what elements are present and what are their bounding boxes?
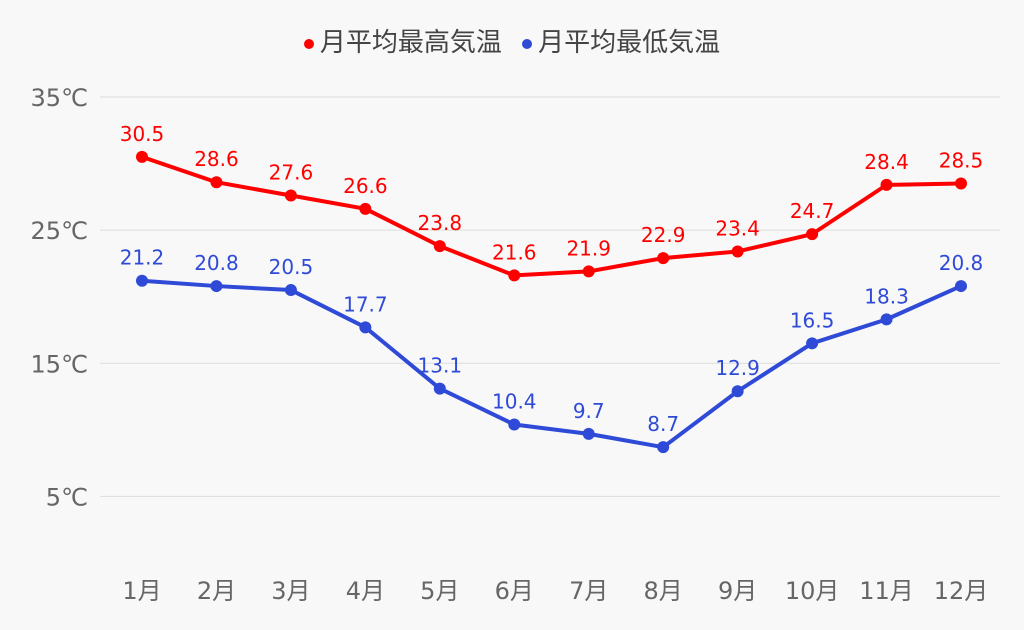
x-tick-label: 9月: [718, 577, 757, 605]
data-point: [359, 321, 372, 334]
y-tick-label: 25℃: [31, 217, 89, 245]
data-label: 20.8: [194, 251, 239, 275]
x-tick-label: 8月: [644, 577, 683, 605]
data-label: 21.9: [566, 236, 611, 260]
data-point: [284, 284, 297, 297]
legend-item-min[interactable]: 月平均最低気温: [522, 28, 720, 58]
data-label: 18.3: [864, 284, 909, 308]
data-point: [731, 245, 744, 258]
data-point: [582, 427, 595, 440]
data-point: [210, 280, 223, 293]
y-tick-label: 5℃: [46, 483, 88, 511]
data-point: [508, 418, 521, 431]
x-tick-label: 11月: [859, 577, 914, 605]
y-tick-label: 35℃: [31, 84, 89, 112]
data-label: 28.6: [194, 147, 239, 171]
legend-marker-max: [303, 38, 314, 49]
data-point: [731, 385, 744, 398]
data-label: 27.6: [269, 161, 314, 185]
x-tick-label: 2月: [197, 577, 236, 605]
y-tick-label: 15℃: [31, 350, 89, 378]
data-label: 24.7: [790, 199, 835, 223]
data-point: [880, 313, 893, 326]
data-point: [508, 269, 521, 282]
x-tick-label: 3月: [271, 577, 310, 605]
data-label: 9.7: [573, 399, 605, 423]
data-label: 26.6: [343, 174, 388, 198]
data-label: 21.2: [120, 246, 165, 270]
data-label: 12.9: [715, 356, 760, 380]
legend-marker-min: [522, 38, 533, 49]
data-point: [210, 176, 223, 189]
data-point: [136, 274, 148, 287]
data-label: 8.7: [647, 412, 679, 436]
legend: 月平均最高気温 月平均最低気温: [0, 22, 1024, 59]
x-tick-label: 1月: [122, 577, 161, 605]
data-point: [136, 150, 148, 163]
data-label: 20.8: [939, 251, 984, 275]
data-point: [806, 228, 819, 241]
legend-label-max: 月平均最高気温: [319, 28, 502, 58]
data-label: 28.4: [864, 150, 909, 174]
data-label: 23.8: [418, 211, 463, 235]
data-point: [433, 382, 446, 395]
data-point: [582, 265, 595, 278]
data-point: [433, 240, 446, 253]
data-label: 22.9: [641, 223, 686, 247]
x-tick-label: 12月: [934, 577, 989, 605]
data-label: 23.4: [715, 216, 760, 240]
x-tick-label: 10月: [785, 577, 840, 605]
legend-label-min: 月平均最低気温: [538, 28, 721, 58]
data-label: 30.5: [120, 122, 165, 146]
data-label: 13.1: [418, 354, 463, 378]
data-label: 17.7: [343, 292, 388, 316]
data-point: [806, 337, 819, 350]
data-label: 20.5: [269, 255, 314, 279]
data-label: 28.5: [939, 149, 984, 173]
x-tick-label: 4月: [346, 577, 385, 605]
series-line-max: [141, 155, 962, 278]
series-line-min: [141, 278, 962, 450]
legend-item-max[interactable]: 月平均最高気温: [303, 28, 502, 58]
data-point: [955, 280, 967, 293]
data-label: 21.6: [492, 240, 537, 264]
data-point: [284, 189, 297, 202]
x-tick-label: 6月: [495, 577, 534, 605]
data-point: [955, 177, 967, 190]
data-point: [657, 252, 670, 265]
x-tick-label: 5月: [420, 577, 459, 605]
data-label: 16.5: [790, 308, 835, 332]
data-point: [359, 202, 372, 215]
data-label: 10.4: [492, 390, 537, 414]
data-point: [657, 441, 670, 454]
data-point: [880, 178, 893, 191]
x-tick-label: 7月: [569, 577, 608, 605]
